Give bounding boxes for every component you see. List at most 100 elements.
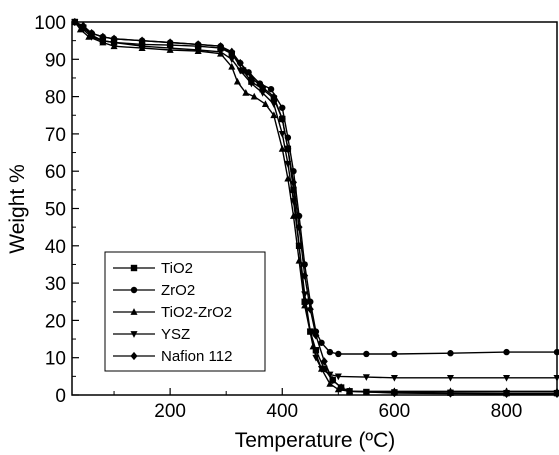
data-point-tio2 [321,365,328,373]
y-tick-label: 100 [34,13,66,34]
data-point-tio2-zro2 [326,379,334,387]
data-point-tio2 [290,186,297,194]
data-point-ysz [194,47,202,54]
legend-marker [130,264,138,272]
data-point-nafion-112 [236,58,244,68]
data-point-nafion-112 [337,383,345,392]
data-point-zro2 [363,350,370,358]
legend-marker [130,308,138,315]
data-point-ysz [247,80,255,88]
data-point-ysz [236,67,244,75]
data-point-tio2-zro2 [228,62,236,70]
data-point-nafion-112 [284,144,292,153]
data-point-ysz [278,131,286,138]
data-point-nafion-112 [110,34,118,43]
data-point-tio2-zro2 [278,144,286,152]
legend-label: YSZ [161,326,190,343]
data-point-zro2 [279,104,286,111]
y-tick-label: 10 [45,349,66,370]
y-tick-label: 50 [45,200,66,221]
legend-item-tio2: TiO2 [113,260,193,277]
data-point-ysz [228,56,236,64]
y-tick-label: 30 [45,274,66,295]
data-point-ysz [312,354,320,362]
legend-label: TiO2-ZrO2 [161,304,232,321]
data-point-zro2 [391,350,398,358]
plot-area: 200 400 600 800 0 10 20 30 40 50 60 70 80 90 100 [34,13,559,422]
y-tick-label: 90 [45,50,66,71]
data-point-nafion-112 [166,38,174,47]
data-point-nafion-112 [228,47,236,56]
data-point-nafion-112 [306,305,314,314]
data-point-nafion-112 [289,178,297,187]
tick-layer: 200 400 600 800 0 10 20 30 40 50 60 70 80 90 100 [34,13,522,422]
legend-item-zro2: ZrO2 [113,282,195,299]
x-tick-label: 600 [379,401,411,422]
data-point-ysz [446,374,454,382]
y-tick-label: 0 [55,386,66,407]
data-point-nafion-112 [79,21,87,30]
y-tick-label: 40 [45,237,66,258]
y-tick-label: 80 [45,88,66,109]
data-point-nafion-112 [217,42,225,51]
data-point-ysz [110,39,118,47]
data-point-tio2-zro2 [270,111,278,119]
data-point-nafion-112 [320,357,328,366]
data-point-tio2 [312,347,320,354]
legend-label: TiO2 [161,260,193,277]
data-point-tio2-zro2 [233,77,241,85]
data-point-zro2 [318,339,325,346]
data-point-tio2-zro2 [334,385,342,393]
data-point-ysz [88,34,96,41]
data-point-nafion-112 [329,375,337,385]
data-point-tio2-zro2 [250,92,258,100]
data-point-ysz [79,26,87,34]
data-point-nafion-112 [295,222,303,232]
data-point-nafion-112 [312,331,320,340]
data-point-nafion-112 [247,73,255,83]
legend-item-ysz: YSZ [113,326,190,343]
data-point-nafion-112 [138,36,146,45]
y-tick-label: 70 [45,125,66,146]
data-point-zro2 [326,348,334,356]
data-point-ysz [553,374,559,382]
legend-item-tio2-zro2: TiO2-ZrO2 [113,304,232,321]
legend-label: Nafion 112 [161,348,232,365]
data-point-ysz [99,37,107,45]
data-point-nafion-112 [270,92,278,101]
data-point-ysz [301,291,309,299]
series-ysz [71,19,559,382]
data-point-nafion-112 [553,389,559,399]
x-axis-title: Temperature (ºC) [235,429,396,452]
data-point-nafion-112 [99,32,107,42]
data-point-tio2 [239,67,247,74]
legend-marker [130,331,138,338]
data-point-nafion-112 [88,29,96,38]
data-point-zro2 [267,85,275,93]
data-point-tio2-zro2 [261,100,269,107]
y-tick-label: 60 [45,162,66,183]
legend-marker [130,351,138,361]
data-point-ysz [334,373,342,381]
x-tick-label: 800 [491,401,523,422]
data-point-nafion-112 [259,83,267,92]
data-point-ysz [138,43,146,51]
series-nafion-112 [71,17,559,399]
data-point-zro2 [335,350,342,358]
data-point-zro2 [503,348,510,356]
data-point-nafion-112 [346,387,354,396]
data-point-ysz [503,374,511,382]
data-point-ysz [259,89,267,97]
data-point-ysz [317,366,326,373]
legend: TiO2 ZrO2 TiO2-ZrO2 YSZ Nafion 112 [104,251,266,372]
x-tick-label: 200 [154,401,186,422]
data-point-ysz [362,374,370,381]
legend-label: ZrO2 [161,282,195,299]
data-point-ysz [217,48,225,56]
data-point-ysz [306,328,314,336]
x-tick-label: 400 [266,401,298,422]
legend-item-nafion-112: Nafion 112 [113,348,232,365]
data-point-tio2-zro2 [242,89,250,96]
y-tick-label: 20 [45,311,66,332]
